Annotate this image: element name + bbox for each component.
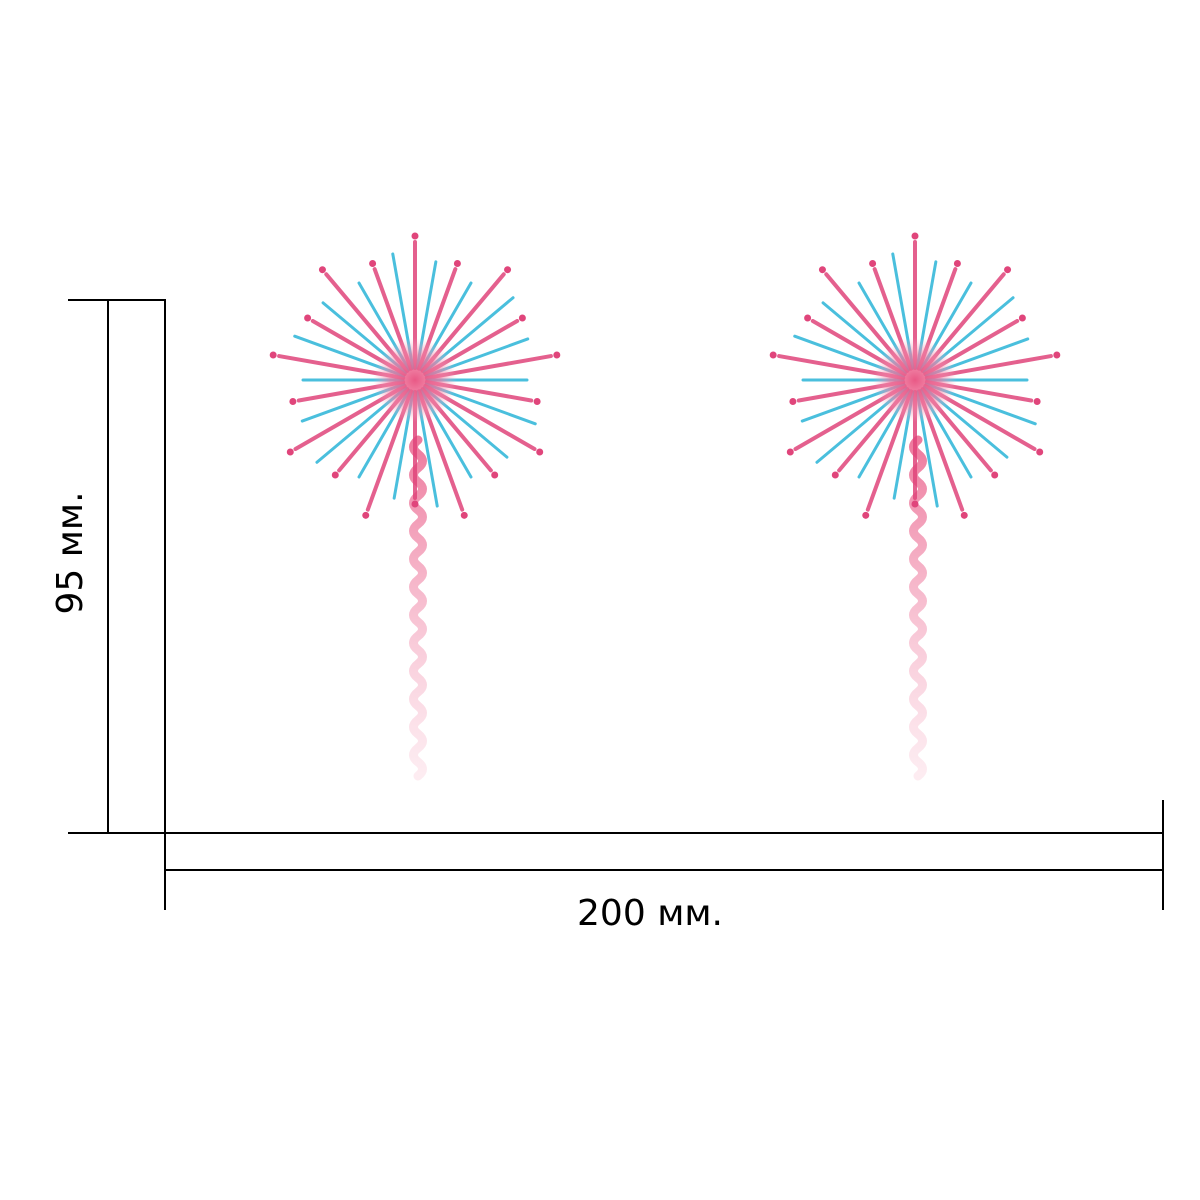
firework-spark bbox=[491, 471, 499, 479]
firework-core bbox=[373, 338, 457, 422]
firework-spark bbox=[818, 266, 826, 274]
firework-spark bbox=[862, 511, 870, 519]
firework-spark bbox=[911, 232, 919, 240]
width-label: 200 мм. bbox=[577, 893, 723, 934]
firework bbox=[769, 232, 1061, 781]
firework-spark bbox=[1004, 266, 1012, 274]
firework-trail bbox=[909, 435, 927, 781]
firework-spark bbox=[960, 511, 968, 519]
firework-spark bbox=[553, 351, 561, 359]
firework-spark bbox=[831, 471, 839, 479]
firework-spark bbox=[318, 266, 326, 274]
firework-spark bbox=[1053, 351, 1061, 359]
height-label: 95 мм. bbox=[50, 491, 91, 614]
firework-spark bbox=[869, 259, 877, 267]
firework-spark bbox=[991, 471, 999, 479]
firework-spark bbox=[411, 232, 419, 240]
firework-spark bbox=[362, 511, 370, 519]
firework-spark bbox=[1018, 314, 1026, 322]
firework-spark bbox=[953, 259, 961, 267]
firework-core bbox=[873, 338, 957, 422]
firework-spark bbox=[533, 398, 541, 406]
firework-spark bbox=[411, 500, 419, 508]
firework-spark bbox=[460, 511, 468, 519]
firework-spark bbox=[269, 351, 277, 359]
firework bbox=[269, 232, 561, 781]
firework-spark bbox=[786, 448, 794, 456]
firework-spark bbox=[289, 398, 297, 406]
firework-spark bbox=[369, 259, 377, 267]
firework-spark bbox=[331, 471, 339, 479]
firework-spark bbox=[453, 259, 461, 267]
firework-spark bbox=[504, 266, 512, 274]
firework-spark bbox=[286, 448, 294, 456]
firework-spark bbox=[304, 314, 312, 322]
width-dimension: 200 мм. bbox=[164, 800, 1164, 934]
firework-spark bbox=[789, 398, 797, 406]
firework-spark bbox=[769, 351, 777, 359]
firework-spark bbox=[911, 500, 919, 508]
firework-spark bbox=[536, 448, 544, 456]
fireworks-print bbox=[269, 232, 1061, 781]
firework-spark bbox=[1033, 398, 1041, 406]
firework-spark bbox=[804, 314, 812, 322]
firework-trail bbox=[409, 435, 427, 781]
height-dimension: 95 мм. bbox=[50, 299, 166, 834]
firework-spark bbox=[1036, 448, 1044, 456]
firework-spark bbox=[518, 314, 526, 322]
